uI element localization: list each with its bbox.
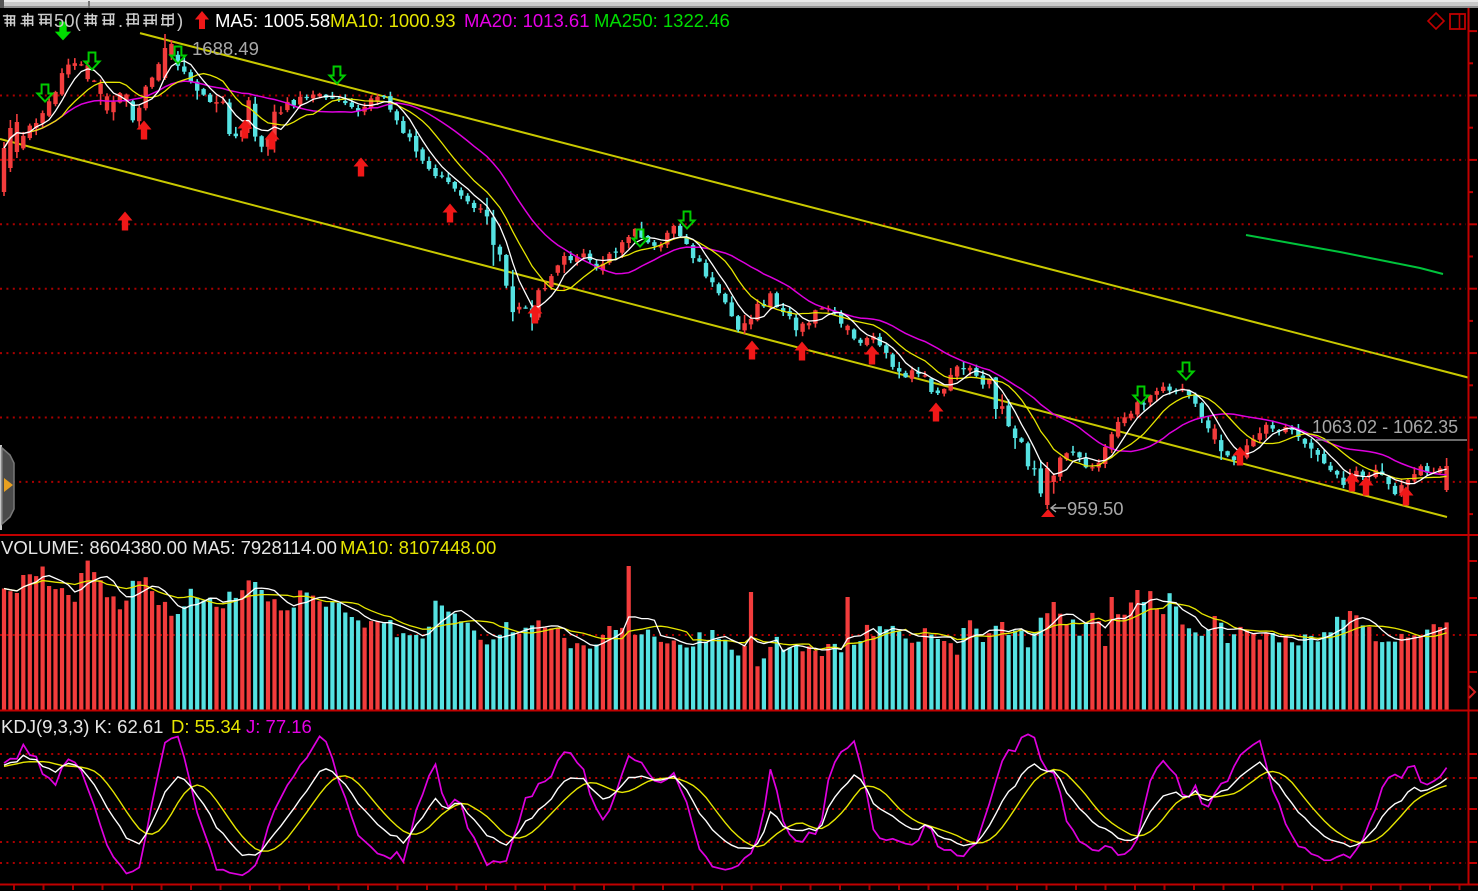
svg-text:1688.49: 1688.49 (192, 38, 259, 59)
svg-text:VOLUME: 8604380.00 MA5: 79281: VOLUME: 8604380.00 MA5: 7928114.00 (1, 537, 337, 558)
svg-text:J: 77.16: J: 77.16 (246, 716, 312, 737)
svg-text:959.50: 959.50 (1067, 498, 1124, 519)
svg-text:1063.02 - 1062.35: 1063.02 - 1062.35 (1312, 417, 1458, 437)
svg-text:MA10: 1000.93: MA10: 1000.93 (330, 10, 455, 31)
svg-text:MA5: 1005.58: MA5: 1005.58 (215, 10, 330, 31)
svg-text:): ) (177, 10, 183, 31)
svg-text:MA10: 8107448.00: MA10: 8107448.00 (340, 537, 496, 558)
svg-text:.: . (118, 10, 123, 31)
svg-text:MA20: 1013.61: MA20: 1013.61 (464, 10, 589, 31)
svg-text:KDJ(9,3,3) K: 62.61: KDJ(9,3,3) K: 62.61 (1, 716, 163, 737)
svg-text:D: 55.34: D: 55.34 (171, 716, 241, 737)
svg-text:MA250: 1322.46: MA250: 1322.46 (594, 10, 730, 31)
svg-text:50(: 50( (54, 10, 82, 31)
